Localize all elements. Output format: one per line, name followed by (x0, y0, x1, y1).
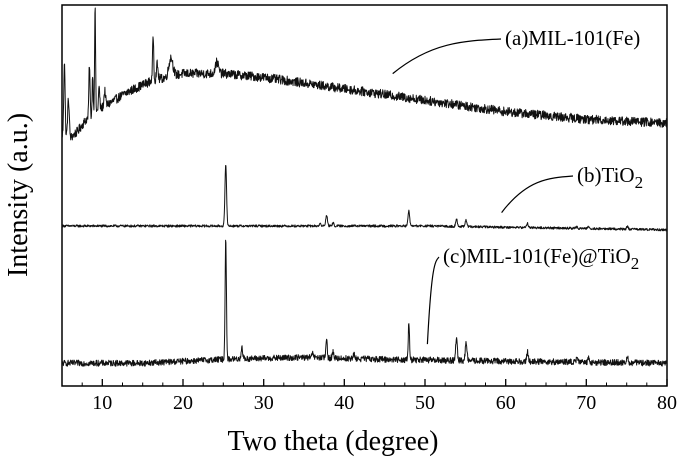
series-label-b: (b)TiO2 (577, 163, 643, 192)
series-label-c: (c)MIL-101(Fe)@TiO2 (443, 244, 639, 273)
leader-line-a (393, 39, 501, 74)
x-tick-label-80: 80 (657, 392, 677, 414)
leader-line-c (427, 257, 439, 344)
series-label-text: (b)TiO (577, 163, 635, 187)
x-tick-label-40: 40 (334, 392, 354, 414)
series-layer (62, 8, 667, 366)
series-label-text: (a)MIL-101(Fe) (505, 26, 640, 50)
x-tick-label-20: 20 (173, 392, 193, 414)
leader-line-b (502, 176, 573, 213)
series-label-text: (c)MIL-101(Fe)@TiO (443, 244, 631, 268)
x-axis-tick-labels: 10 20 30 40 50 60 70 80 (92, 392, 677, 414)
x-tick-label-30: 30 (254, 392, 274, 414)
series-label-subscript: 2 (635, 173, 644, 192)
series-labels: (a)MIL-101(Fe)(b)TiO2(c)MIL-101(Fe)@TiO2 (393, 26, 643, 344)
x-tick-label-10: 10 (92, 392, 112, 414)
x-tick-label-60: 60 (496, 392, 516, 414)
series-label-subscript: 2 (631, 254, 640, 273)
x-axis-ticks (62, 379, 667, 386)
series-label-a: (a)MIL-101(Fe) (505, 26, 640, 50)
x-tick-label-50: 50 (415, 392, 435, 414)
x-axis-title: Two theta (degree) (227, 426, 438, 457)
y-axis-title: Intensity (a.u.) (3, 113, 34, 277)
x-tick-label-70: 70 (576, 392, 596, 414)
